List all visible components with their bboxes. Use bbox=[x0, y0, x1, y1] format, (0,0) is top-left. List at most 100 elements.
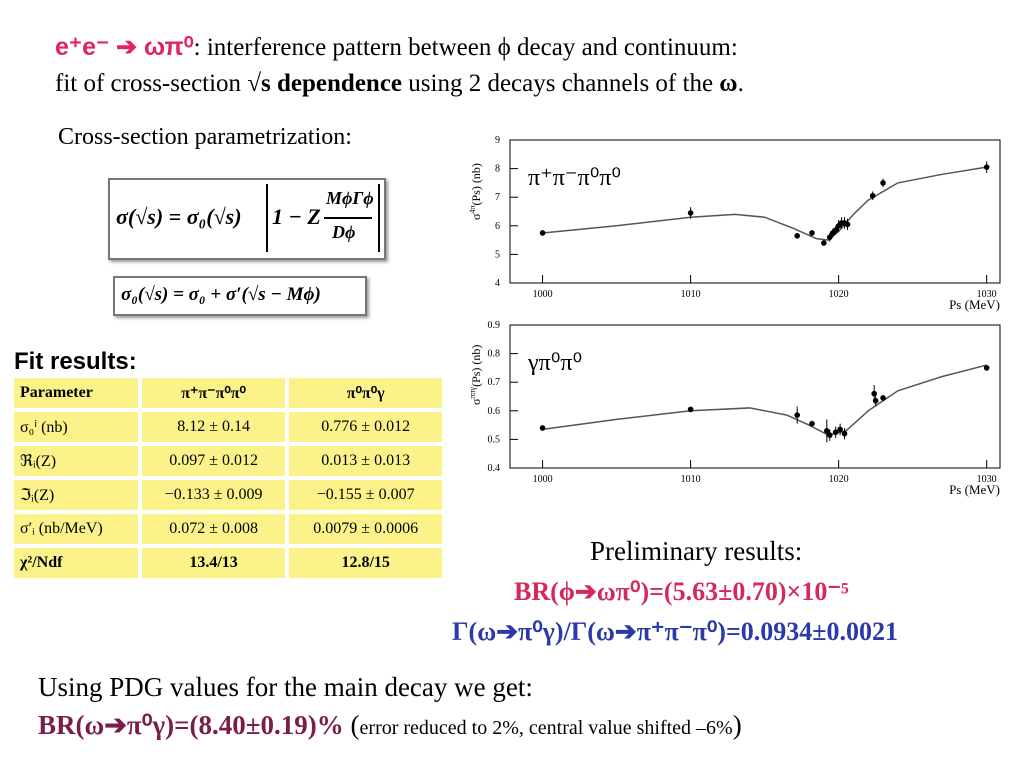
conclusion-text: ) bbox=[732, 710, 742, 740]
data-point bbox=[809, 420, 815, 427]
x-tick-label: 1020 bbox=[829, 474, 849, 485]
y-tick-label: 4 bbox=[495, 278, 500, 289]
conclusion-text: ( bbox=[343, 710, 360, 740]
y-axis-label-part: σ bbox=[469, 213, 483, 220]
y-axis-label-part: ππγ bbox=[468, 386, 477, 398]
formula-part: σ₀(√s) = σ₀ + σ′(√s − Mϕ) bbox=[121, 284, 321, 305]
table-row: χ²/Ndf 13.4/13 12.8/15 bbox=[14, 548, 442, 578]
y-tick-label: 6 bbox=[495, 221, 500, 232]
data-point bbox=[871, 390, 877, 397]
section-title: Cross-section parametrization: bbox=[58, 124, 352, 150]
formula-part: (√s) bbox=[127, 204, 164, 229]
y-tick-label: 8 bbox=[495, 164, 500, 175]
formula-part: σ bbox=[116, 204, 128, 229]
fit-curve bbox=[542, 364, 987, 436]
table-cell: ℜᵢ(Z) bbox=[14, 446, 138, 476]
data-point bbox=[794, 233, 800, 239]
y-axis-label-part: (Ps) (nb) bbox=[469, 345, 483, 387]
data-point bbox=[826, 432, 833, 438]
header-text: √s dependence bbox=[247, 70, 403, 97]
header-line: e⁺e⁻ ➔ ωπ⁰: interference pattern between… bbox=[55, 32, 738, 62]
data-point bbox=[983, 164, 990, 170]
y-tick-label: 0.5 bbox=[488, 434, 501, 445]
table-cell: π⁺π⁻π⁰π⁰ bbox=[141, 378, 286, 408]
header-text: ω bbox=[719, 70, 738, 97]
data-point bbox=[841, 430, 848, 437]
header-line: fit of cross-section √s dependence using… bbox=[55, 70, 744, 98]
x-tick-label: 1000 bbox=[533, 474, 553, 485]
y-tick-label: 0.4 bbox=[488, 463, 501, 474]
data-point bbox=[687, 210, 694, 216]
data-point bbox=[832, 227, 839, 233]
table-cell: π⁰π⁰γ bbox=[289, 378, 442, 408]
prelim-title: Preliminary results: bbox=[590, 536, 803, 566]
conclusion-result: BR(ω➔π⁰γ)=(8.40±0.19)% bbox=[38, 710, 344, 740]
table-row: ℑᵢ(Z) −0.133 ± 0.009 −0.155 ± 0.007 bbox=[14, 480, 442, 510]
formula-part: MϕΓϕ bbox=[326, 188, 374, 208]
table-cell: −0.155 ± 0.007 bbox=[289, 480, 442, 510]
table-cell: 12.8/15 bbox=[289, 548, 442, 578]
x-tick-label: 1010 bbox=[681, 289, 701, 300]
data-point bbox=[823, 428, 830, 434]
data-point bbox=[687, 406, 694, 413]
header-text: : interference pattern between ϕ decay a… bbox=[193, 34, 738, 61]
data-point bbox=[539, 230, 546, 236]
section-title: Fit results: bbox=[14, 348, 137, 375]
x-axis-label: Ps (MeV) bbox=[949, 482, 1000, 497]
data-point bbox=[872, 397, 879, 404]
table-cell: 8.12 ± 0.14 bbox=[141, 412, 286, 442]
table-cell: 0.013 ± 0.013 bbox=[289, 446, 442, 476]
formula-part: = σ₀ bbox=[163, 204, 207, 229]
data-point bbox=[832, 429, 839, 436]
table-cell: ℑᵢ(Z) bbox=[14, 480, 138, 510]
data-point bbox=[880, 180, 886, 186]
x-tick-label: 1030 bbox=[977, 289, 997, 300]
y-tick-label: 0.6 bbox=[488, 406, 501, 417]
formula-part: Dϕ bbox=[332, 222, 356, 242]
table-cell: 0.0079 ± 0.0006 bbox=[289, 514, 442, 544]
plot-frame bbox=[509, 324, 1001, 469]
table-cell: 0.776 ± 0.012 bbox=[289, 412, 442, 442]
header-text: using 2 decays channels of the bbox=[402, 70, 720, 97]
y-tick-label: 9 bbox=[495, 135, 500, 146]
table-cell: 0.097 ± 0.012 bbox=[141, 446, 286, 476]
data-point bbox=[794, 412, 800, 418]
y-tick-label: 0.9 bbox=[488, 320, 501, 331]
formula-abs: 1 − Z MϕΓϕ Dϕ bbox=[266, 184, 380, 252]
x-tick-label: 1010 bbox=[681, 474, 701, 485]
y-tick-label: 0.7 bbox=[488, 377, 501, 388]
data-point bbox=[821, 240, 827, 246]
table-cell: −0.133 ± 0.009 bbox=[141, 480, 286, 510]
x-axis-label: Ps (MeV) bbox=[949, 297, 1000, 312]
data-point bbox=[983, 365, 990, 371]
plot-frame bbox=[509, 139, 1001, 284]
table-cell: 0.072 ± 0.008 bbox=[141, 514, 286, 544]
y-tick-label: 0.8 bbox=[488, 349, 501, 360]
y-axis-label-part: (Ps) (nb) bbox=[469, 163, 483, 205]
conclusion-note: error reduced to 2%, central value shift… bbox=[359, 717, 733, 739]
table-cell: χ²/Ndf bbox=[14, 548, 138, 578]
data-point bbox=[844, 221, 851, 228]
table-row: σ₀ⁱ (nb) 8.12 ± 0.14 0.776 ± 0.012 bbox=[14, 412, 442, 442]
formula: σ(√s) = σ₀(√s) 1 − Z MϕΓϕ Dϕ bbox=[108, 178, 386, 260]
formula-part: 1 − Z bbox=[272, 204, 321, 229]
table-row: Parameter π⁺π⁻π⁰π⁰ π⁰π⁰γ bbox=[14, 378, 442, 408]
x-tick-label: 1000 bbox=[533, 289, 553, 300]
table-cell: σ₀ⁱ (nb) bbox=[14, 412, 138, 442]
formula: σ₀(√s) = σ₀ + σ′(√s − Mϕ) bbox=[113, 276, 367, 316]
table-cell: Parameter bbox=[14, 378, 138, 408]
header-text: fit of cross-section bbox=[55, 70, 248, 97]
chart-label: γπ⁰π⁰ bbox=[527, 350, 582, 376]
table-row: σ′ᵢ (nb/MeV) 0.072 ± 0.008 0.0079 ± 0.0006 bbox=[14, 514, 442, 544]
table-cell: 13.4/13 bbox=[141, 548, 286, 578]
formula-part: (√s) bbox=[206, 204, 242, 229]
fit-curve bbox=[542, 166, 987, 241]
table-row: ℜᵢ(Z) 0.097 ± 0.012 0.013 ± 0.013 bbox=[14, 446, 442, 476]
y-tick-label: 5 bbox=[495, 249, 500, 260]
y-axis-label-part: σ bbox=[469, 398, 483, 405]
data-point bbox=[837, 426, 843, 433]
data-point bbox=[869, 192, 876, 199]
data-point bbox=[880, 395, 886, 401]
y-axis-label: σππγ(Ps) (nb) bbox=[468, 345, 483, 405]
